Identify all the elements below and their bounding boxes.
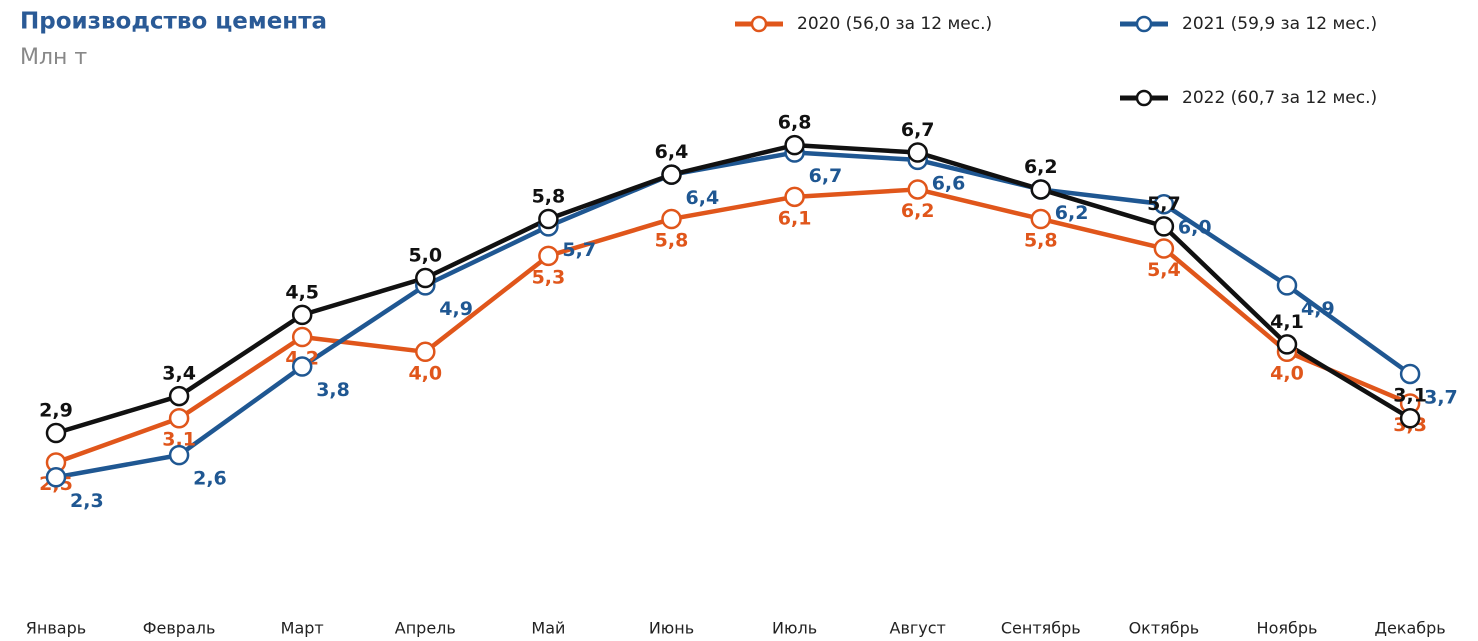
data-label: 6,2	[1024, 156, 1058, 178]
legend-label: 2021 (59,9 за 12 мес.)	[1182, 14, 1377, 34]
x-tick-label: Май	[531, 619, 565, 638]
data-label: 2,6	[193, 468, 227, 490]
data-label: 3,1	[1393, 385, 1427, 407]
point	[661, 208, 682, 230]
x-tick-label: Апрель	[395, 619, 456, 638]
data-label: 4,1	[1270, 311, 1304, 333]
x-tick-label: Август	[890, 619, 946, 638]
chart-subtitle: Млн т	[20, 45, 87, 70]
data-label: 2,3	[70, 490, 104, 512]
point	[1399, 407, 1421, 429]
point	[1030, 179, 1052, 200]
legend-marker	[1135, 15, 1153, 33]
point	[45, 422, 67, 444]
data-label: 6,4	[655, 141, 689, 163]
x-tick-label: Декабрь	[1374, 619, 1445, 638]
x-tick-label: Октябрь	[1129, 619, 1200, 638]
point	[415, 267, 436, 289]
series-line	[55, 142, 1412, 436]
point	[1153, 216, 1175, 237]
x-tick-label: Февраль	[143, 619, 216, 638]
data-label: 5,8	[655, 229, 689, 251]
data-label: 5,0	[408, 245, 442, 267]
data-label: 4,0	[408, 362, 442, 384]
data-label: 3,7	[1424, 386, 1458, 408]
point	[1276, 334, 1298, 355]
data-label: 4,9	[439, 298, 473, 320]
point	[538, 208, 559, 230]
data-label: 5,4	[1147, 259, 1181, 281]
point	[291, 326, 313, 348]
point	[784, 134, 805, 156]
x-tick-label: Сентябрь	[1001, 619, 1081, 638]
data-label: 6,6	[932, 172, 966, 194]
point	[1030, 208, 1052, 230]
point	[1153, 193, 1175, 215]
point	[168, 385, 190, 407]
data-label: 4,0	[1270, 362, 1304, 384]
data-label: 6,2	[901, 200, 935, 222]
data-label: 3,4	[162, 363, 196, 385]
data-label: 3,8	[316, 379, 350, 401]
point	[168, 407, 190, 429]
point	[291, 356, 313, 377]
point	[661, 164, 682, 185]
data-label: 3,1	[162, 429, 196, 451]
chart-title: Производство цемента	[20, 9, 327, 35]
point	[907, 179, 928, 200]
data-label: 5,8	[1024, 229, 1058, 251]
data-label: 6,0	[1178, 217, 1212, 239]
data-label: 5,7	[1147, 193, 1181, 215]
point	[415, 341, 436, 363]
x-tick-label: Январь	[26, 619, 86, 638]
point	[1276, 275, 1298, 296]
point	[538, 245, 559, 267]
data-label: 5,8	[532, 185, 566, 207]
point	[168, 444, 190, 466]
x-tick-label: Ноябрь	[1257, 619, 1318, 638]
data-label: 4,9	[1301, 298, 1335, 320]
data-label: 6,7	[809, 165, 843, 187]
legend-marker	[1135, 89, 1153, 107]
point	[784, 186, 805, 208]
x-tick-label: Июнь	[649, 619, 694, 638]
point	[907, 142, 928, 163]
data-label: 6,1	[778, 207, 812, 229]
legend-label: 2022 (60,7 за 12 мес.)	[1182, 88, 1377, 108]
data-label: 6,7	[901, 119, 935, 141]
point	[291, 304, 313, 326]
data-label: 6,2	[1055, 202, 1089, 224]
point	[1153, 238, 1175, 259]
data-label: 5,3	[532, 266, 566, 288]
data-label: 2,9	[39, 399, 73, 421]
point	[1399, 363, 1421, 385]
data-label: 4,5	[285, 281, 319, 303]
point	[45, 467, 67, 488]
x-tick-label: Июль	[772, 619, 817, 638]
data-label: 6,8	[778, 112, 812, 134]
series-line	[55, 187, 1411, 465]
data-label: 6,4	[686, 187, 720, 209]
legend-label: 2020 (56,0 за 12 мес.)	[797, 14, 992, 34]
data-label: 5,7	[562, 239, 596, 261]
series-line	[55, 150, 1412, 480]
legend-marker	[750, 15, 768, 33]
x-tick-label: Март	[281, 619, 324, 638]
